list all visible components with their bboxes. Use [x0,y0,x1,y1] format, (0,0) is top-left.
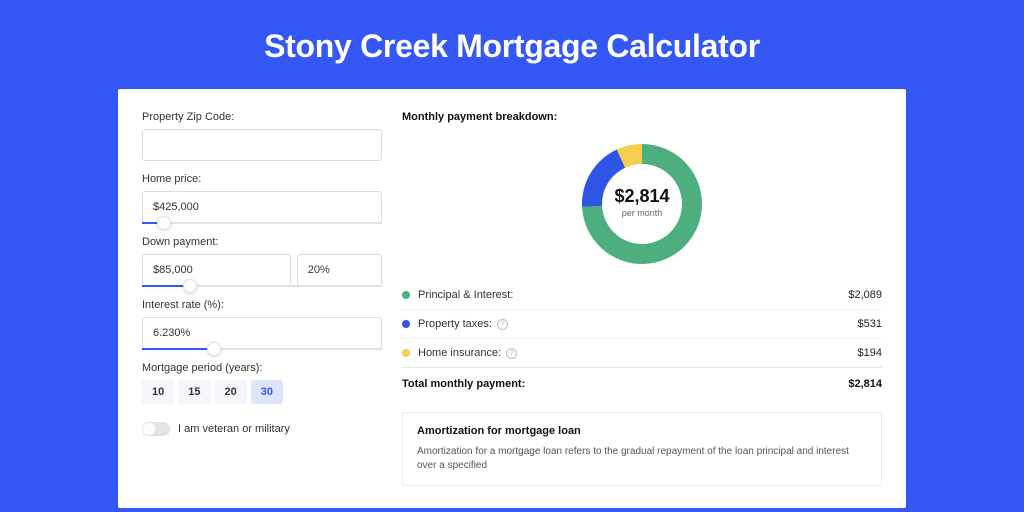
total-label: Total monthly payment: [402,378,525,390]
donut-center-sub: per month [622,208,663,218]
hero-banner: Stony Creek Mortgage Calculator [0,0,1024,89]
amortization-text: Amortization for a mortgage loan refers … [417,445,867,473]
down-payment-slider[interactable] [142,285,382,287]
slider-thumb[interactable] [183,279,197,293]
period-button-15[interactable]: 15 [178,380,210,404]
down-payment-pct-input[interactable] [297,254,382,286]
total-amount: $2,814 [848,378,882,390]
breakdown-title: Monthly payment breakdown: [402,111,882,123]
donut-chart: $2,814 per month [402,133,882,281]
veteran-toggle-label: I am veteran or military [178,423,290,435]
legend-row: Property taxes:? $531 [402,310,882,339]
legend-amount: $194 [858,347,882,359]
mortgage-period-group: 10152030 [142,380,382,404]
toggle-knob [143,423,155,435]
legend-dot [402,320,410,328]
total-row: Total monthly payment: $2,814 [402,368,882,402]
legend-label: Property taxes:? [418,318,508,330]
period-button-30[interactable]: 30 [251,380,283,404]
legend-row: Home insurance:? $194 [402,339,882,368]
slider-thumb[interactable] [207,342,221,356]
legend-amount: $531 [858,318,882,330]
home-price-slider[interactable] [142,222,382,224]
legend-label: Principal & Interest: [418,289,513,301]
interest-rate-input[interactable] [142,317,382,349]
legend-amount: $2,089 [848,289,882,301]
breakdown-legend: Principal & Interest: $2,089 Property taxe… [402,281,882,368]
help-icon[interactable]: ? [506,348,517,359]
legend-dot [402,349,410,357]
inputs-column: Property Zip Code: Home price: Down paym… [142,111,382,486]
down-payment-label: Down payment: [142,236,382,248]
home-price-label: Home price: [142,173,382,185]
zip-label: Property Zip Code: [142,111,382,123]
interest-rate-slider[interactable] [142,348,382,350]
mortgage-period-label: Mortgage period (years): [142,362,382,374]
breakdown-column: Monthly payment breakdown: $2,814 per mon… [402,111,882,486]
legend-label: Home insurance:? [418,347,517,359]
period-button-10[interactable]: 10 [142,380,174,404]
veteran-toggle-row: I am veteran or military [142,422,382,436]
amortization-box: Amortization for mortgage loan Amortizat… [402,412,882,486]
home-price-input[interactable] [142,191,382,223]
down-payment-input[interactable] [142,254,291,286]
page-title: Stony Creek Mortgage Calculator [0,28,1024,65]
zip-input[interactable] [142,129,382,161]
period-button-20[interactable]: 20 [215,380,247,404]
donut-center-value: $2,814 [614,186,669,206]
amortization-title: Amortization for mortgage loan [417,425,867,437]
veteran-toggle[interactable] [142,422,170,436]
calculator-card: Property Zip Code: Home price: Down paym… [118,89,906,508]
interest-rate-label: Interest rate (%): [142,299,382,311]
legend-dot [402,291,410,299]
help-icon[interactable]: ? [497,319,508,330]
slider-thumb[interactable] [157,216,171,230]
legend-row: Principal & Interest: $2,089 [402,281,882,310]
